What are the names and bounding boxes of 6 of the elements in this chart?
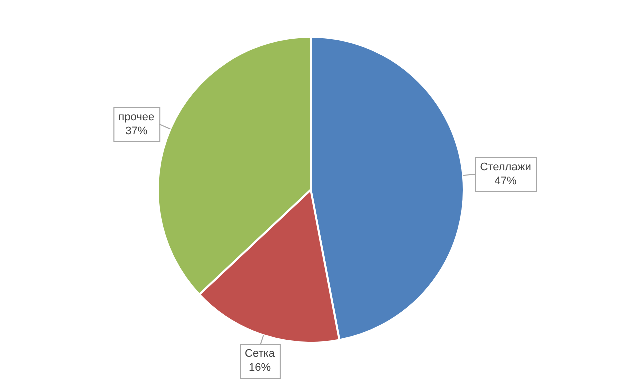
slice-label: Сетка: [245, 348, 276, 360]
data-label: 16%: [248, 362, 272, 374]
data-label: 47%: [494, 176, 518, 188]
slice-label: Стеллажи: [480, 162, 532, 174]
data-label: 37%: [126, 126, 148, 138]
slice-label: прочее: [118, 112, 155, 124]
